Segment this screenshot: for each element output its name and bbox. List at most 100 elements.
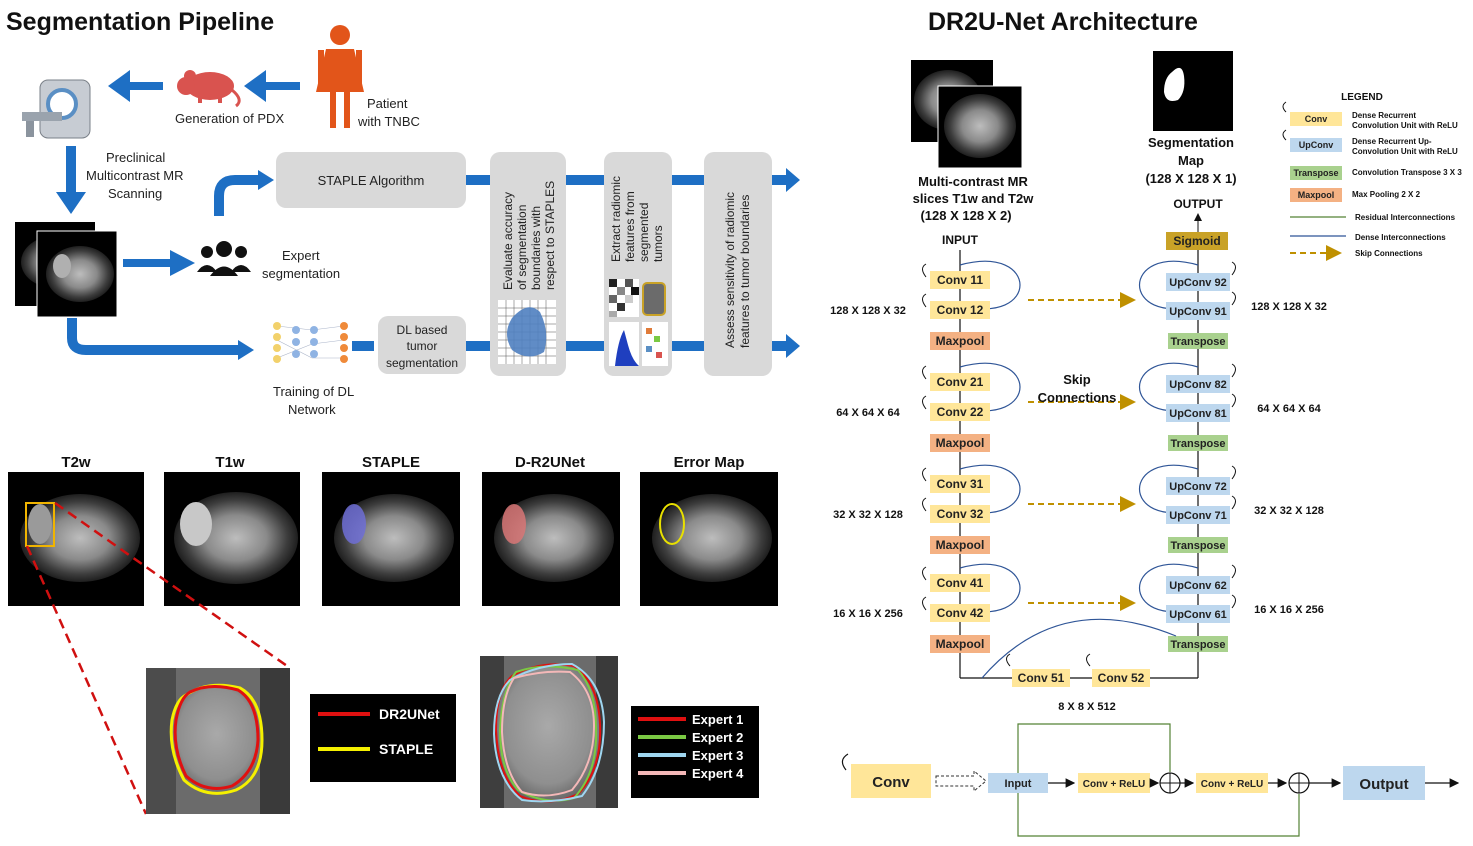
decoder-upconv-82-label: UpConv 82 xyxy=(1169,379,1226,391)
input-mri-slices xyxy=(911,60,1022,168)
mouse-icon xyxy=(177,70,239,106)
mri-scanner-icon xyxy=(22,80,90,138)
arch-legend-transpose-desc: Convolution Transpose 3 X 3 xyxy=(1352,168,1462,177)
output-caption-2: Map xyxy=(1178,153,1204,168)
output-label: OUTPUT xyxy=(1173,197,1223,211)
legend-2-label-expert4: Expert 4 xyxy=(692,766,744,781)
dl-seg-label-1: DL based xyxy=(397,323,448,337)
patient-icon xyxy=(316,25,364,128)
decoder-upconv-71-label: UpConv 71 xyxy=(1169,510,1226,522)
arrow-pdx-to-scanner xyxy=(108,70,163,102)
dl-train-label-1: Training of DL xyxy=(273,384,354,399)
image-label-dr2unet: D-R2UNet xyxy=(515,454,585,471)
unit-input-label: Input xyxy=(1005,778,1032,790)
evaluate-line-2: of segmentation xyxy=(515,205,529,290)
left-title: Segmentation Pipeline xyxy=(6,8,274,36)
patient-label-2: with TNBC xyxy=(357,114,420,129)
image-label-errormap: Error Map xyxy=(674,454,745,471)
legend-1-label-staple: STAPLE xyxy=(379,741,433,757)
bottleneck-dim: 8 X 8 X 512 xyxy=(1058,701,1116,713)
decoder-dim-1: 128 X 128 X 32 xyxy=(1251,301,1327,313)
decoder-upconv-62-label: UpConv 62 xyxy=(1169,580,1226,592)
arch-legend-upconv-desc-1: Dense Recurrent Up- xyxy=(1352,137,1432,146)
arch-legend-conv-desc-2: Convolution Unit with ReLU xyxy=(1352,121,1458,130)
recurrent-unit-diagram: Conv Input Conv + ReLU Conv + ReLU Outpu… xyxy=(842,724,1458,836)
input-caption-1: Multi-contrast MR xyxy=(918,174,1028,189)
decoder-upconv-92-label: UpConv 92 xyxy=(1169,277,1226,289)
encoder-conv-11-label: Conv 11 xyxy=(937,273,983,287)
arrow-patient-to-pdx xyxy=(244,70,300,102)
unit-output-label: Output xyxy=(1359,776,1408,793)
image-errormap xyxy=(640,472,778,606)
arch-legend-title: LEGEND xyxy=(1341,92,1383,103)
scan-label-2: Multicontrast MR xyxy=(86,168,184,183)
expert-label-1: Expert xyxy=(282,248,320,263)
output-caption-1: Segmentation xyxy=(1148,135,1234,150)
encoder-conv-41-label: Conv 41 xyxy=(937,576,984,590)
arrow-expert-to-staple xyxy=(219,180,260,216)
encoder-conv-31-label: Conv 31 xyxy=(937,477,984,491)
output-caption-3: (128 X 128 X 1) xyxy=(1145,171,1236,186)
encoder-dim-2: 64 X 64 X 64 xyxy=(836,407,900,419)
expert-label-2: segmentation xyxy=(262,266,340,281)
evaluate-line-3: boundaries with xyxy=(529,206,543,290)
dl-seg-label-2: tumor xyxy=(407,339,438,353)
arch-legend-conv-tag: Conv xyxy=(1305,114,1328,124)
arrow-scanner-down xyxy=(56,146,86,214)
encoder-dim-1: 128 X 128 X 32 xyxy=(830,305,906,317)
dl-seg-label-3: segmentation xyxy=(386,356,458,370)
legend-1-label-dr2unet: DR2UNet xyxy=(379,706,440,722)
expert-group-icon xyxy=(197,241,251,276)
unit-cr2-label: Conv + ReLU xyxy=(1201,779,1264,790)
arch-legend-upconv-tag: UpConv xyxy=(1299,140,1334,150)
unit-cr1-label: Conv + ReLU xyxy=(1083,779,1146,790)
skip-label-1: Skip xyxy=(1063,372,1091,387)
image-dr2unet xyxy=(482,472,620,606)
arch-legend-maxpool-desc: Max Pooling 2 X 2 xyxy=(1352,190,1421,199)
decoder-dim-2: 64 X 64 X 64 xyxy=(1257,403,1321,415)
encoder-conv-21-label: Conv 21 xyxy=(937,375,984,389)
decoder-transpose-3-label: Transpose xyxy=(1170,540,1225,552)
zoom-image-2 xyxy=(480,656,618,808)
arch-legend-upconv-desc-2: Convolution Unit with ReLU xyxy=(1352,147,1458,156)
image-staple xyxy=(322,472,460,606)
input-caption-2: slices T1w and T2w xyxy=(913,191,1035,206)
bottleneck-conv51-label: Conv 51 xyxy=(1018,671,1065,685)
decoder-dim-4: 16 X 16 X 256 xyxy=(1254,604,1324,616)
unit-conv-label: Conv xyxy=(872,774,910,791)
right-title: DR2U-Net Architecture xyxy=(928,8,1198,36)
radiomics-thumbnail xyxy=(609,279,668,366)
neural-network-icon xyxy=(273,322,348,363)
decoder-transpose-2-label: Transpose xyxy=(1170,438,1225,450)
scan-label-3: Scanning xyxy=(108,186,162,201)
encoder-maxpool-4-label: Maxpool xyxy=(936,637,985,651)
arrow-to-expert xyxy=(123,250,195,276)
input-label: INPUT xyxy=(942,233,979,247)
encoder-conv-42-label: Conv 42 xyxy=(937,606,984,620)
scan-label-1: Preclinical xyxy=(106,150,165,165)
bottleneck-conv52-label: Conv 52 xyxy=(1098,671,1145,685)
skip-label-2: Connections xyxy=(1038,390,1117,405)
evaluate-grid-thumbnail xyxy=(498,300,556,364)
image-t2w xyxy=(8,472,144,606)
decoder-upconv-72-label: UpConv 72 xyxy=(1169,481,1226,493)
encoder-dim-4: 16 X 16 X 256 xyxy=(833,608,903,620)
decoder-upconv-81-label: UpConv 81 xyxy=(1169,408,1226,420)
legend-2-label-expert1: Expert 1 xyxy=(692,712,743,727)
arch-legend-conv-desc-1: Dense Recurrent xyxy=(1352,111,1416,120)
encoder-maxpool-1-label: Maxpool xyxy=(936,334,985,348)
encoder-maxpool-2-label: Maxpool xyxy=(936,436,985,450)
architecture-legend: LEGEND Conv Dense Recurrent Convolution … xyxy=(1283,92,1462,258)
patient-label-1: Patient xyxy=(367,96,408,111)
legend-box-1: DR2UNet STAPLE xyxy=(310,694,456,782)
legend-2-label-expert3: Expert 3 xyxy=(692,748,743,763)
evaluate-line-1: Evaluate accuracy xyxy=(501,192,515,290)
arch-legend-maxpool-tag: Maxpool xyxy=(1298,190,1335,200)
legend-2-label-expert2: Expert 2 xyxy=(692,730,743,745)
mri-slices-left xyxy=(15,222,117,317)
extract-line-2: features from xyxy=(623,191,637,262)
legend-box-2: Expert 1 Expert 2 Expert 3 Expert 4 xyxy=(631,706,759,798)
encoder-conv-32-label: Conv 32 xyxy=(937,507,984,521)
staple-box-label: STAPLE Algorithm xyxy=(318,173,425,188)
